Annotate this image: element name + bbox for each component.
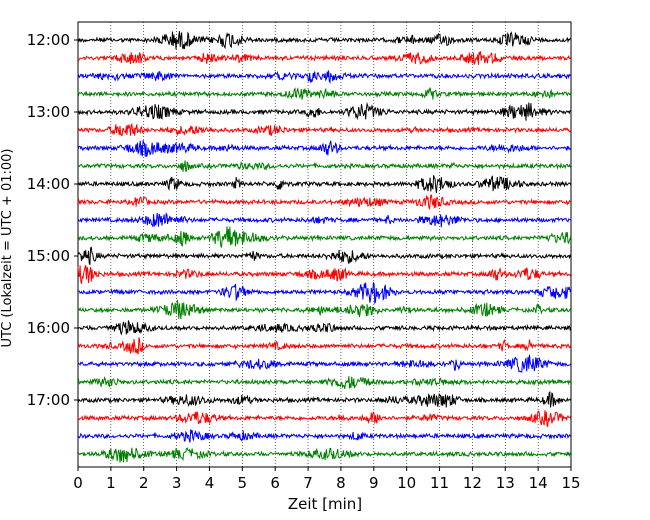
- y-tick-label: 13:00: [27, 103, 70, 121]
- trace-1530: [77, 282, 572, 305]
- trace-1415: [77, 194, 571, 210]
- x-tick-label: 13: [496, 474, 515, 492]
- trace-1200: [77, 31, 571, 50]
- trace-1245: [77, 87, 572, 100]
- trace-1515: [77, 265, 572, 284]
- y-axis: 12:00 13:00 14:00 15:00 16:00 17:00: [27, 31, 78, 409]
- x-tick-label: 2: [139, 474, 149, 492]
- y-tick-label: 17:00: [27, 391, 70, 409]
- x-tick-label: 14: [529, 474, 548, 492]
- trace-1700: [77, 390, 572, 408]
- x-tick-label: 7: [303, 474, 313, 492]
- y-tick-label: 15:00: [27, 247, 70, 265]
- plot-border: [77, 21, 572, 468]
- trace-1545: [77, 299, 572, 319]
- x-tick-label: 5: [238, 474, 248, 492]
- trace-1730: [77, 429, 572, 443]
- grid-lines: [110, 22, 539, 467]
- trace-1745: [77, 447, 572, 463]
- x-tick-label: 15: [561, 474, 580, 492]
- trace-1430: [77, 212, 572, 228]
- trace-1615: [77, 337, 572, 355]
- trace-1330: [77, 140, 572, 157]
- y-tick-label: 12:00: [27, 31, 70, 49]
- x-axis-label: Zeit [min]: [288, 495, 362, 513]
- trace-1345: [77, 160, 572, 172]
- trace-1445: [77, 226, 572, 248]
- x-tick-label: 10: [397, 474, 416, 492]
- x-tick-label: 4: [205, 474, 215, 492]
- plot-area: [77, 21, 572, 468]
- trace-1715: [77, 410, 572, 428]
- x-tick-label: 3: [172, 474, 182, 492]
- trace-1215: [77, 51, 572, 66]
- x-tick-label: 8: [336, 474, 346, 492]
- x-tick-label: 12: [463, 474, 482, 492]
- trace-1645: [77, 376, 572, 390]
- x-tick-label: 6: [270, 474, 280, 492]
- trace-1315: [77, 122, 572, 137]
- x-tick-label: 0: [73, 474, 83, 492]
- x-axis: 0 1 2 3 4 5 6 7 8 9 10 11 12 13 14 15: [73, 467, 581, 492]
- x-tick-label: 9: [369, 474, 379, 492]
- trace-1500: [77, 246, 572, 265]
- y-tick-label: 16:00: [27, 319, 70, 337]
- trace-1230: [77, 70, 572, 84]
- trace-1630: [77, 354, 572, 373]
- x-tick-label: 11: [430, 474, 449, 492]
- trace-group: [77, 31, 572, 463]
- trace-1600: [77, 320, 572, 336]
- y-tick-label: 14:00: [27, 175, 70, 193]
- trace-1300: [77, 101, 571, 121]
- trace-1400: [77, 175, 572, 194]
- y-axis-label: UTC (Lokalzeit = UTC + 01:00): [0, 149, 15, 348]
- x-tick-label: 1: [106, 474, 116, 492]
